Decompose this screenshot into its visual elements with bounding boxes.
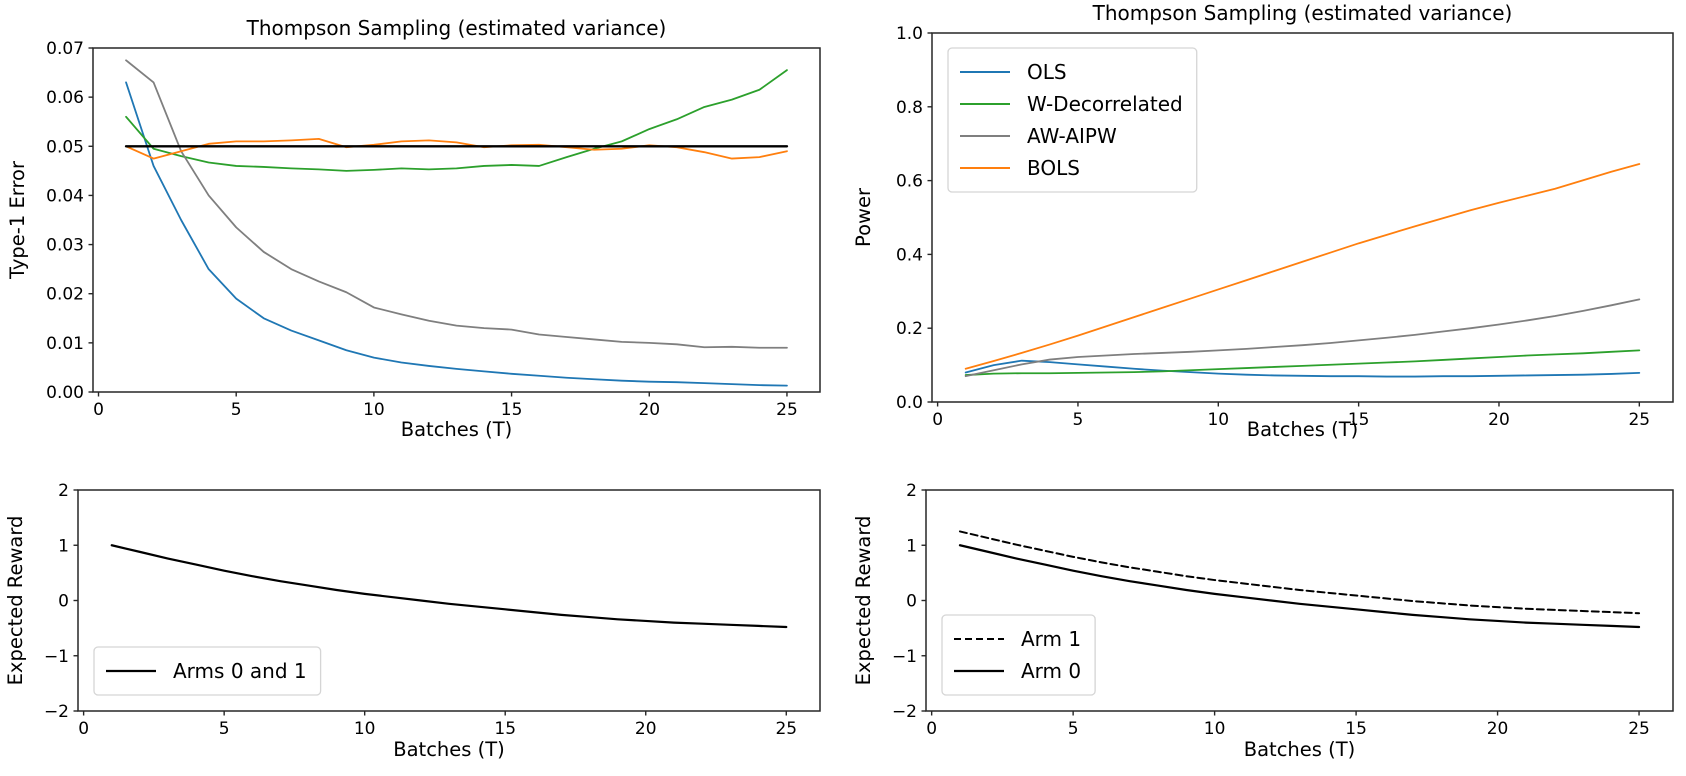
chart-title: Thompson Sampling (estimated variance)	[246, 16, 667, 40]
x-tick-label: 0	[926, 719, 937, 739]
chart-cell-expected-reward-right: 0 5 10 15 20 25 −2 −1 0 1 2 Batches (T) Expected Rew…	[843, 440, 1686, 776]
y-tick-label: 0.2	[896, 319, 923, 339]
legend-box	[93, 646, 322, 696]
x-tick-label: 15	[1345, 719, 1367, 739]
y-tick-label: 0.04	[46, 186, 84, 206]
x-tick-label: 0	[93, 400, 104, 420]
y-tick-label: 1	[58, 536, 69, 556]
y-tick-label: 1	[906, 536, 917, 556]
x-tick-label: 5	[219, 719, 230, 739]
series-line-arm-1	[958, 530, 1641, 615]
legend-box	[941, 614, 1096, 696]
x-tick-label: 5	[1068, 719, 1079, 739]
x-tick-label: 25	[1628, 410, 1650, 430]
plot-border	[77, 489, 821, 712]
x-axis-label: Batches (T)	[1247, 418, 1359, 440]
y-tick-label: −2	[892, 702, 917, 722]
x-tick-label: 5	[231, 400, 242, 420]
x-tick-label: 25	[1628, 719, 1650, 739]
x-tick-label: 0	[932, 410, 943, 430]
y-tick-label: 0.6	[896, 172, 923, 192]
series-line-w-decorrelated	[125, 69, 788, 172]
y-tick-label: 0	[906, 592, 917, 612]
legend: Arm 1 Arm 0	[941, 614, 1096, 696]
y-tick-label: 0.02	[46, 285, 84, 305]
y-tick-label: 2	[58, 481, 69, 501]
legend-entry-label: AW-AIPW	[1027, 124, 1117, 148]
y-tick-label: 1.0	[896, 24, 923, 44]
y-tick-label: −1	[44, 647, 69, 667]
chart-cell-type1-error: Thompson Sampling (estimated variance) 0 5…	[0, 0, 843, 440]
x-tick-label: 0	[78, 719, 89, 739]
y-tick-label: 0.06	[46, 88, 84, 108]
legend-entry-label: Arm 1	[1021, 627, 1081, 651]
chart-svg: Thompson Sampling (estimated variance) 0 5…	[852, 1, 1674, 440]
plot-border	[925, 489, 1674, 712]
series-line-aw-aipw	[964, 298, 1641, 378]
series-line-aw-aipw	[125, 59, 788, 349]
chart-cell-power: Thompson Sampling (estimated variance) 0 5…	[843, 0, 1686, 440]
x-tick-label: 20	[1487, 719, 1509, 739]
y-tick-label: 0.4	[896, 245, 923, 265]
x-axis-label: Batches (T)	[393, 738, 505, 761]
legend-box	[947, 47, 1198, 193]
y-tick-label: −1	[892, 647, 917, 667]
legend: OLS W-Decorrelated AW-AIPW BOLS	[947, 47, 1198, 193]
x-tick-label: 25	[776, 400, 798, 420]
x-tick-label: 10	[1204, 719, 1226, 739]
y-tick-label: 0.00	[46, 383, 84, 403]
x-tick-label: 10	[354, 719, 376, 739]
y-tick-label: 0.03	[46, 236, 84, 256]
x-tick-label: 20	[1488, 410, 1510, 430]
series-line-arm-0	[958, 544, 1641, 629]
x-tick-label: 25	[775, 719, 797, 739]
series-line-ols	[964, 359, 1641, 378]
legend-entry-label: BOLS	[1027, 156, 1080, 180]
series-line-w-decorrelated	[964, 349, 1641, 376]
plot-border	[931, 32, 1674, 403]
y-tick-label: 0.0	[896, 393, 923, 413]
legend-entry-label: Arms 0 and 1	[173, 659, 307, 683]
series-line-bols	[964, 163, 1641, 370]
x-tick-label: 5	[1073, 410, 1084, 430]
x-axis-label: Batches (T)	[401, 418, 513, 440]
x-tick-label: 15	[501, 400, 523, 420]
y-tick-label: 0	[58, 592, 69, 612]
legend: Arms 0 and 1	[93, 646, 322, 696]
plot-border	[92, 47, 821, 393]
series-line-bols	[125, 138, 788, 160]
legend-entry-label: OLS	[1027, 60, 1067, 84]
legend-entry-label: Arm 0	[1021, 659, 1081, 683]
y-tick-label: 0.01	[46, 334, 84, 354]
chart-cell-expected-reward-left: 0 5 10 15 20 25 −2 −1 0 1 2 Batches (T) Expected Rew…	[0, 440, 843, 776]
chart-svg: 0 5 10 15 20 25 −2 −1 0 1 2 Batches (T) Expected Rew…	[852, 481, 1674, 761]
chart-svg: 0 5 10 15 20 25 −2 −1 0 1 2 Batches (T) Expected Rew…	[4, 481, 821, 761]
y-tick-label: 2	[906, 481, 917, 501]
x-tick-label: 20	[638, 400, 660, 420]
y-axis-label: Type-1 Error	[6, 160, 29, 280]
chart-title: Thompson Sampling (estimated variance)	[1092, 1, 1513, 25]
series-line-arms-0-and-1	[110, 544, 788, 629]
x-tick-label: 10	[1207, 410, 1229, 430]
chart-svg: Thompson Sampling (estimated variance) 0 5…	[6, 16, 821, 440]
x-tick-label: 10	[363, 400, 385, 420]
x-tick-label: 15	[494, 719, 516, 739]
x-axis-label: Batches (T)	[1244, 738, 1356, 761]
series-line-ols	[125, 81, 788, 387]
x-tick-label: 20	[635, 719, 657, 739]
y-tick-label: −2	[44, 702, 69, 722]
x-tick-label: 15	[1348, 410, 1370, 430]
y-tick-label: 0.05	[46, 137, 84, 157]
y-tick-label: 0.8	[896, 98, 923, 118]
y-axis-label: Expected Reward	[852, 516, 875, 686]
y-axis-label: Power	[852, 187, 875, 247]
y-tick-label: 0.07	[46, 39, 84, 59]
legend-entry-label: W-Decorrelated	[1027, 92, 1183, 116]
y-axis-label: Expected Reward	[4, 516, 27, 686]
